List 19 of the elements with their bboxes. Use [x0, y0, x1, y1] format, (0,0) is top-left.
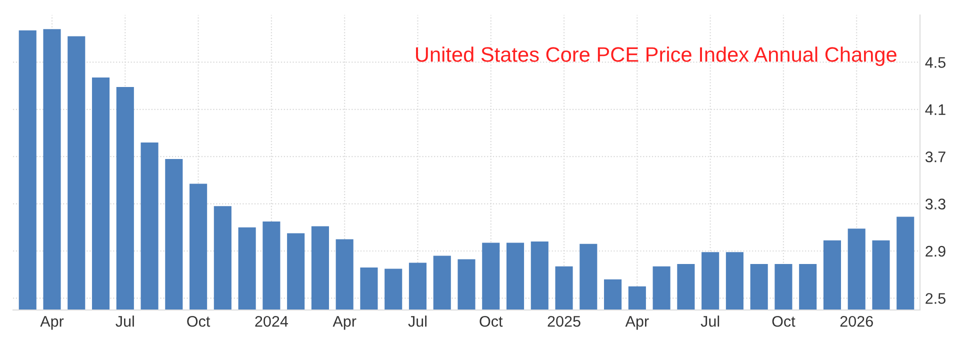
x-tick-label: Jul: [116, 316, 134, 327]
x-tick-label: Apr: [625, 316, 649, 330]
x-tick-label: Oct: [772, 316, 796, 327]
text: United States Core PCE Price Index Annual Change: [416, 46, 896, 66]
y-tick-label: 2.9: [926, 246, 946, 257]
x-tick-label: Apr: [332, 316, 356, 330]
x-tick-label: Apr: [40, 316, 64, 330]
x-tick-label: Jul: [408, 316, 426, 327]
x-tick-label: Jul: [700, 316, 720, 327]
x-tick-label: 2024: [255, 316, 288, 327]
y-tick-label: 2.5: [926, 293, 946, 304]
y-tick-label: 4.1: [925, 104, 946, 115]
x-tick-label: Oct: [480, 316, 503, 327]
x-tick-label: 2026: [840, 316, 873, 327]
y-tick-label: 4.5: [925, 57, 946, 68]
x-tick-label: Oct: [187, 316, 210, 327]
x-tick-label: 2025: [548, 316, 580, 327]
y-tick-label: 3.7: [925, 151, 946, 162]
y-tick-label: 3.3: [925, 198, 946, 210]
